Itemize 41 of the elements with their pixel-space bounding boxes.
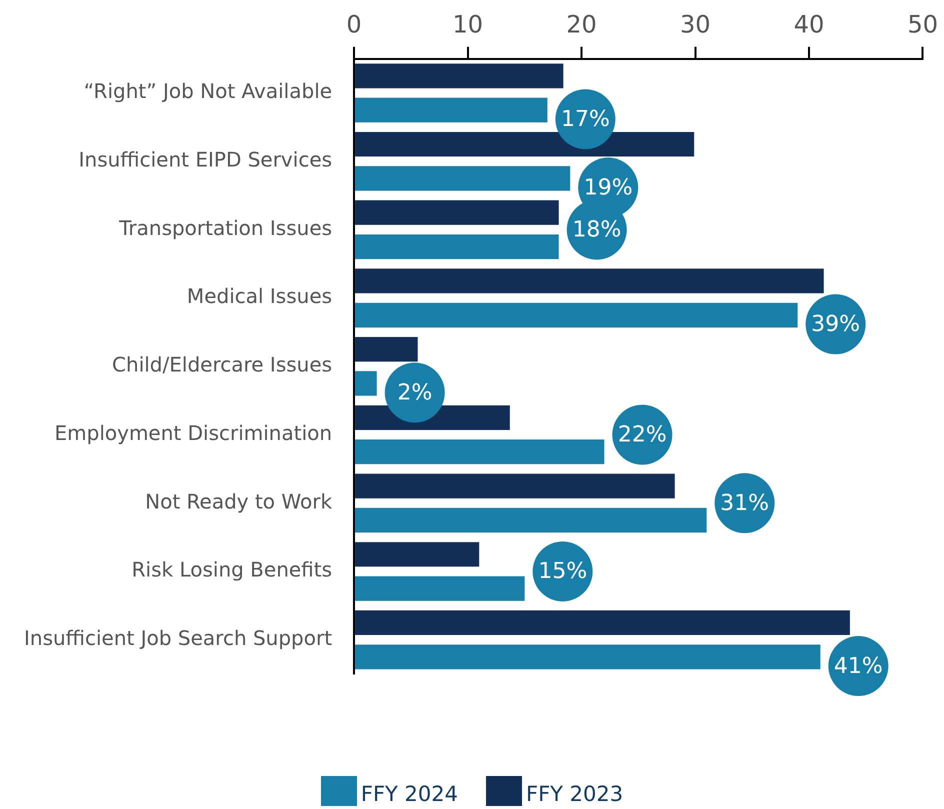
y-tick-label: “Right” Job Not Available <box>84 79 332 104</box>
legend-label: FFY 2023 <box>526 782 624 806</box>
y-tick-label: Insufficient EIPD Services <box>78 148 332 172</box>
y-tick-label: Insufficient Job Search Support <box>24 626 332 650</box>
y-tick-label: Risk Losing Benefits <box>132 558 332 582</box>
y-tick-label: Transportation Issues <box>118 216 332 240</box>
bar <box>355 644 820 670</box>
data-label: 22% <box>618 422 667 448</box>
data-label: 2% <box>397 380 432 406</box>
y-tick-label: Medical Issues <box>186 284 332 308</box>
data-label: 15% <box>538 559 588 584</box>
x-tick-label: 0 <box>346 10 362 39</box>
bar <box>355 610 850 636</box>
x-tick-label: 50 <box>907 10 938 39</box>
bar <box>355 542 480 567</box>
bar <box>355 302 798 328</box>
x-tick-label: 40 <box>794 10 824 39</box>
y-tick-label: Employment Discrimination <box>54 420 332 445</box>
x-tick-label: 10 <box>452 10 484 39</box>
bar <box>355 234 559 260</box>
legend-label: FFY 2024 <box>360 782 458 806</box>
bar <box>355 64 564 88</box>
y-tick-label: Child/Eldercare Issues <box>112 352 332 377</box>
data-label: 41% <box>834 654 883 679</box>
data-label: 17% <box>560 106 610 132</box>
bar <box>355 474 675 498</box>
bar <box>355 268 824 294</box>
y-tick-label: Not Ready to Work <box>145 489 332 514</box>
bar <box>355 440 604 464</box>
data-label: 18% <box>572 217 622 242</box>
data-label: 31% <box>720 490 770 516</box>
x-tick-label: 30 <box>680 10 711 39</box>
bar <box>355 576 525 601</box>
bar <box>355 371 377 396</box>
data-label: 19% <box>584 175 633 200</box>
bar <box>355 166 570 191</box>
x-tick-label: 20 <box>566 10 597 39</box>
bar <box>355 508 707 533</box>
data-label: 39% <box>811 312 860 337</box>
bar <box>355 98 548 122</box>
bar <box>355 200 559 225</box>
